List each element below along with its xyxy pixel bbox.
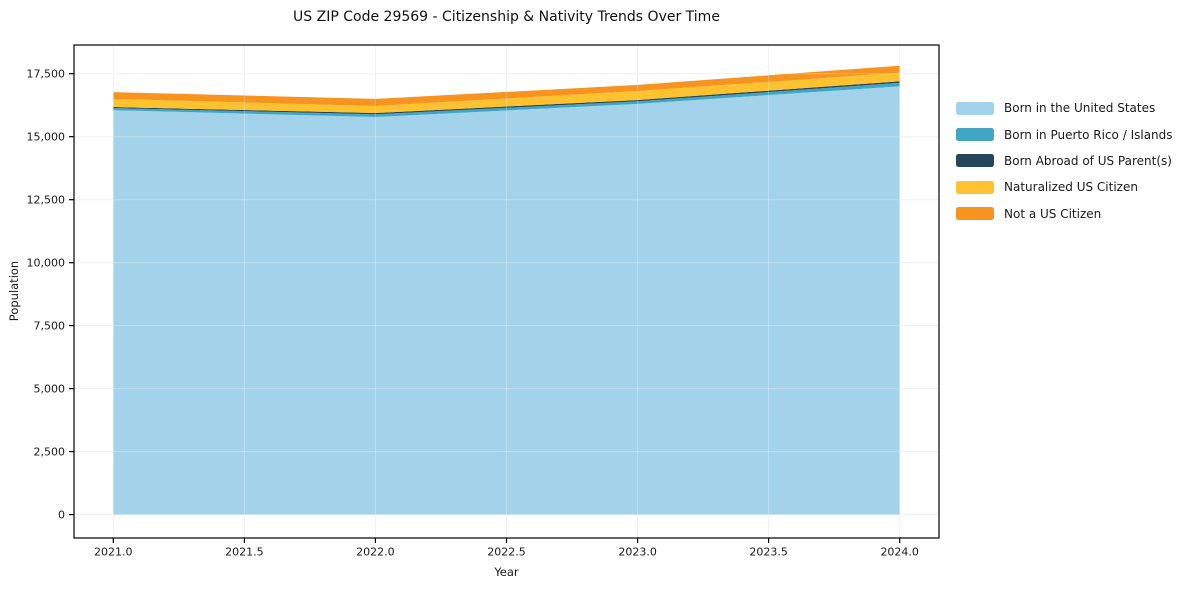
legend-item: Naturalized US Citizen: [956, 174, 1173, 200]
svg-text:2,500: 2,500: [34, 446, 66, 459]
legend-label: Born in Puerto Rico / Islands: [1004, 127, 1173, 142]
legend-swatch-icon: [956, 128, 994, 142]
svg-text:2023.5: 2023.5: [749, 546, 788, 559]
legend-label: Born in the United States: [1004, 101, 1156, 116]
svg-text:0: 0: [58, 509, 65, 522]
svg-text:7,500: 7,500: [34, 320, 66, 333]
svg-text:15,000: 15,000: [27, 131, 66, 144]
svg-text:17,500: 17,500: [27, 68, 66, 81]
svg-text:5,000: 5,000: [34, 383, 66, 396]
legend-label: Not a US Citizen: [1004, 206, 1102, 221]
svg-text:2022.0: 2022.0: [356, 546, 395, 559]
legend-item: Born in Puerto Rico / Islands: [956, 121, 1173, 147]
svg-text:10,000: 10,000: [27, 257, 66, 270]
chart-title: US ZIP Code 29569 - Citizenship & Nativi…: [293, 9, 720, 25]
legend-swatch-icon: [956, 154, 994, 168]
svg-text:12,500: 12,500: [27, 194, 66, 207]
legend-swatch-icon: [956, 101, 994, 115]
legend-swatch-icon: [956, 180, 994, 194]
svg-text:2022.5: 2022.5: [487, 546, 526, 559]
legend-label: Born Abroad of US Parent(s): [1004, 153, 1172, 168]
legend-label: Naturalized US Citizen: [1004, 180, 1138, 195]
legend: Born in the United States Born in Puerto…: [956, 95, 1173, 227]
x-axis-label: Year: [494, 565, 519, 579]
legend-swatch-icon: [956, 207, 994, 221]
legend-item: Born Abroad of US Parent(s): [956, 148, 1173, 174]
svg-text:2023.0: 2023.0: [618, 546, 657, 559]
svg-text:2021.5: 2021.5: [225, 546, 264, 559]
svg-text:2021.0: 2021.0: [94, 546, 133, 559]
legend-item: Born in the United States: [956, 95, 1173, 121]
svg-text:2024.0: 2024.0: [880, 546, 919, 559]
legend-item: Not a US Citizen: [956, 201, 1173, 227]
